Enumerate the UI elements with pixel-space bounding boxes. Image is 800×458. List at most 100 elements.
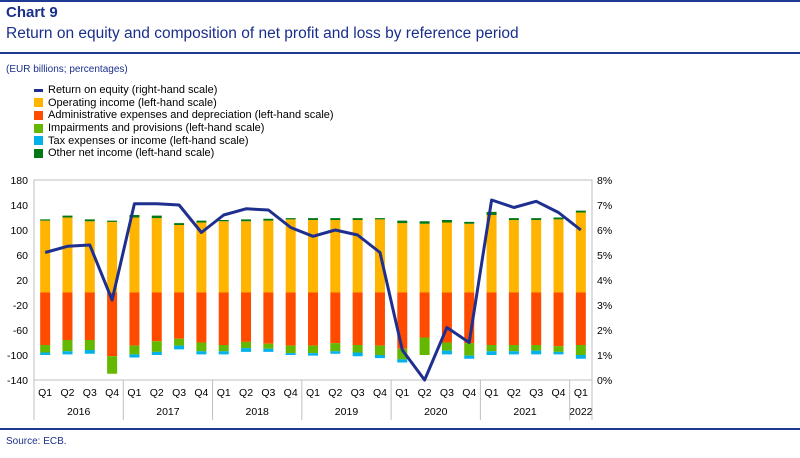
- bar-admin-expenses: [397, 292, 408, 349]
- left-axis-tick-label: -60: [13, 325, 28, 337]
- bar-operating-income: [107, 221, 118, 293]
- title-rule: [0, 52, 800, 54]
- right-axis-tick-label: 1%: [597, 350, 612, 362]
- bar-tax: [486, 351, 497, 355]
- bar-impairments: [441, 342, 452, 351]
- x-axis-tick-label: Q3: [172, 387, 186, 399]
- bar-admin-expenses: [285, 292, 296, 346]
- bar-operating-income: [531, 220, 542, 293]
- left-axis-tick-label: -140: [7, 375, 28, 387]
- x-axis-tick-label: Q2: [60, 387, 74, 399]
- bar-impairments: [308, 345, 318, 354]
- year-label: 2016: [67, 406, 91, 418]
- right-axis-tick-label: 3%: [597, 300, 612, 312]
- bar-admin-expenses: [129, 292, 140, 346]
- bar-operating-income: [330, 220, 341, 293]
- bar-tax: [62, 351, 73, 355]
- roe-line: [44, 198, 582, 382]
- left-axis-tick-label: -100: [7, 350, 28, 362]
- bar-tax: [196, 351, 207, 355]
- bar-tax: [174, 345, 185, 350]
- top-rule: [0, 0, 800, 2]
- year-label: 2019: [335, 406, 359, 418]
- bar-tax: [218, 351, 229, 355]
- bar-admin-expenses: [107, 292, 118, 357]
- x-axis-tick-label: Q3: [351, 387, 365, 399]
- bar-other: [129, 215, 140, 218]
- bar-operating-income: [441, 222, 452, 293]
- bar-admin-expenses: [575, 292, 586, 345]
- bar-admin-expenses: [308, 292, 318, 346]
- bar-tax: [464, 355, 475, 359]
- left-axis-tick-label: 20: [16, 275, 28, 287]
- x-axis-tick-label: Q4: [462, 387, 476, 399]
- bar-operating-income: [308, 220, 318, 293]
- bar-admin-expenses: [62, 292, 73, 340]
- legend: Return on equity (right-hand scale) Oper…: [34, 84, 334, 160]
- bar-other: [397, 220, 408, 224]
- bar-impairments: [241, 341, 252, 349]
- bar-other: [508, 218, 519, 220]
- x-axis-tick-label: Q1: [127, 387, 141, 399]
- x-axis-tick-label: Q1: [485, 387, 499, 399]
- bar-impairments: [531, 345, 542, 351]
- right-axis-tick-label: 5%: [597, 250, 612, 262]
- bar-tax: [374, 355, 385, 359]
- bar-operating-income: [508, 220, 519, 293]
- bar-impairments: [285, 345, 296, 354]
- bar-operating-income: [129, 217, 140, 293]
- legend-label: Operating income (left-hand scale): [48, 96, 217, 109]
- bar-tax: [263, 348, 274, 352]
- bar-operating-income: [575, 212, 586, 293]
- right-axis-tick-label: 4%: [597, 275, 612, 287]
- x-axis-tick-label: Q3: [440, 387, 454, 399]
- x-axis-tick-label: Q1: [395, 387, 409, 399]
- x-axis-tick-label: Q4: [552, 387, 566, 399]
- bar-operating-income: [553, 219, 564, 293]
- bar-other: [84, 219, 95, 222]
- legend-label: Administrative expenses and depreciation…: [48, 109, 334, 122]
- bar-tax: [508, 351, 519, 355]
- legend-item-tax: Tax expenses or income (left-hand scale): [34, 134, 334, 147]
- bar-operating-income: [285, 219, 296, 293]
- chart-title: Return on equity and composition of net …: [6, 25, 519, 42]
- bar-operating-income: [174, 225, 185, 293]
- bar-tax: [553, 351, 564, 355]
- left-axis-tick-label: 100: [10, 225, 28, 237]
- bar-tax: [151, 351, 162, 355]
- legend-swatch-operating-income: [34, 98, 43, 108]
- bar-tax: [330, 351, 341, 354]
- bar-admin-expenses: [151, 292, 162, 342]
- bar-tax: [129, 354, 140, 358]
- bar-operating-income: [241, 221, 252, 293]
- bar-tax: [352, 352, 363, 357]
- bar-admin-expenses: [84, 292, 95, 340]
- bar-tax: [397, 359, 408, 363]
- right-axis-tick-label: 8%: [597, 175, 612, 187]
- bar-admin-expenses: [464, 292, 475, 344]
- source-note: Source: ECB.: [6, 436, 67, 447]
- bar-operating-income: [486, 215, 497, 293]
- bar-operating-income: [151, 218, 162, 293]
- bar-other: [285, 218, 296, 220]
- bar-admin-expenses: [374, 292, 385, 346]
- bar-operating-income: [419, 223, 430, 293]
- units-note: (EUR billions; percentages): [6, 64, 128, 75]
- bar-tax: [285, 353, 296, 355]
- bar-other: [531, 218, 542, 220]
- bar-tax: [531, 350, 542, 355]
- bar-tax: [575, 355, 586, 359]
- x-axis-tick-label: Q3: [83, 387, 97, 399]
- bar-tax: [40, 352, 51, 355]
- x-axis-tick-label: Q3: [529, 387, 543, 399]
- left-axis-tick-label: -20: [13, 300, 28, 312]
- bar-other: [464, 221, 475, 224]
- legend-swatch-tax: [34, 136, 43, 146]
- legend-item-roe: Return on equity (right-hand scale): [34, 84, 334, 97]
- bottom-rule: [0, 428, 800, 430]
- bar-other: [174, 223, 185, 225]
- bar-operating-income: [263, 220, 274, 293]
- bar-other: [441, 220, 452, 223]
- bar-other: [330, 218, 341, 220]
- bar-admin-expenses: [263, 292, 274, 344]
